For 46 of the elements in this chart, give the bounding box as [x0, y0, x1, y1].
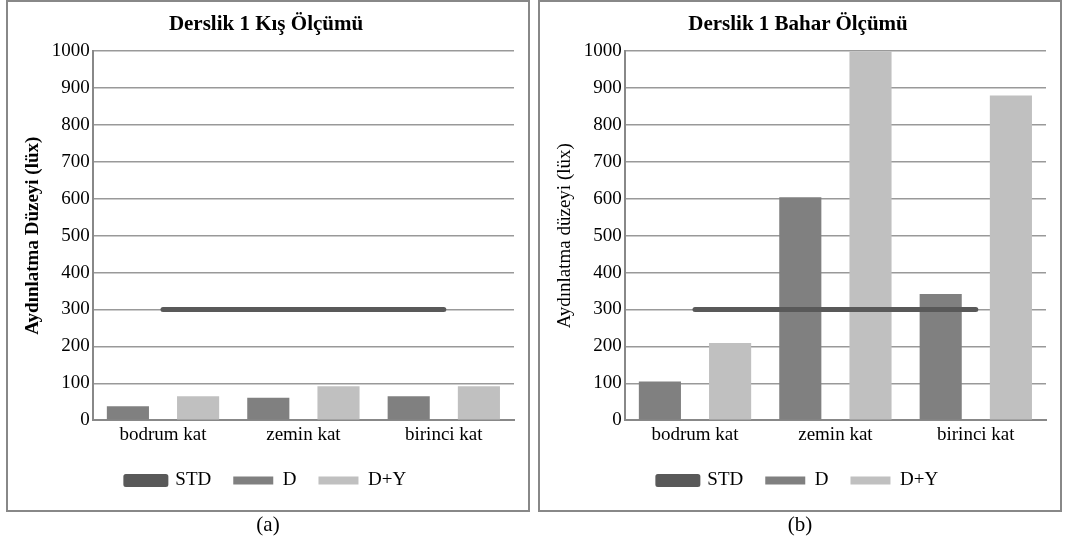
y-tick-label: 700	[593, 149, 622, 171]
legend-label: D+Y	[899, 468, 939, 490]
x-tick-label: zemin kat	[266, 422, 342, 444]
bar	[709, 343, 752, 420]
y-tick-label: 700	[61, 149, 90, 171]
legend-label: D	[282, 468, 297, 490]
x-tick-label: bodrum kat	[119, 422, 208, 444]
y-tick-label: 800	[61, 112, 90, 134]
legend-label: D	[814, 468, 829, 490]
bar	[457, 386, 500, 420]
bar	[849, 51, 892, 420]
chart-title: Derslik 1 Kış Ölçümü	[168, 11, 364, 36]
y-tick-label: 100	[593, 371, 622, 393]
y-tick-label: 900	[61, 76, 90, 98]
legend-label: STD	[707, 468, 744, 490]
legend-label: D+Y	[367, 468, 407, 490]
bar	[177, 396, 220, 420]
text: (a)	[256, 512, 280, 536]
y-tick-label: 200	[61, 334, 90, 356]
y-tick-label: 600	[61, 186, 90, 208]
bar	[317, 386, 360, 420]
bar	[989, 95, 1032, 420]
legend-label: STD	[175, 468, 212, 490]
y-tick-label: 800	[593, 112, 622, 134]
chart-title: Derslik 1 Bahar Ölçümü	[688, 11, 909, 36]
y-tick-label: 1000	[583, 39, 622, 61]
y-axis-title: Aydınlatma Düzeyi (lüx)	[21, 136, 44, 335]
y-tick-label: 500	[61, 223, 90, 245]
y-tick-label: 900	[593, 76, 622, 98]
x-tick-label: bodrum kat	[651, 422, 740, 444]
y-tick-label: 300	[593, 297, 622, 319]
x-tick-label: birinci kat	[937, 422, 1016, 444]
y-tick-label: 1000	[51, 39, 90, 61]
x-tick-label: birinci kat	[405, 422, 484, 444]
y-tick-label: 100	[61, 371, 90, 393]
y-tick-label: 600	[593, 186, 622, 208]
y-tick-label: 0	[80, 408, 90, 430]
y-tick-label: 0	[612, 408, 622, 430]
y-tick-label: 300	[61, 297, 90, 319]
y-tick-label: 200	[593, 334, 622, 356]
y-tick-label: 400	[593, 260, 622, 282]
y-axis-title: Aydınlatma düzeyi (lüx)	[553, 143, 576, 329]
y-tick-label: 400	[61, 260, 90, 282]
x-tick-label: zemin kat	[798, 422, 874, 444]
y-tick-label: 500	[593, 223, 622, 245]
text: (b)	[787, 512, 813, 536]
